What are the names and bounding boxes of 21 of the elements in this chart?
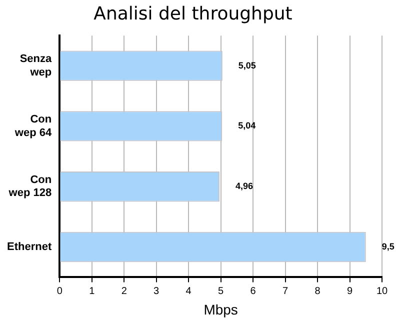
data-label: 9,5 [382,241,394,252]
data-label: 5,05 [238,60,256,70]
x-tick-label: 7 [282,286,289,297]
x-tick-label: 1 [89,286,96,297]
x-tick-label: 5 [218,286,224,297]
x-tick-label: 4 [186,286,192,297]
x-tick-label: 8 [314,286,321,297]
x-tick-label: 9 [346,286,353,297]
x-tick-label: 10 [376,286,388,297]
x-tick-label: 0 [56,286,63,297]
y-tick-label: Con wep 128 [8,174,52,200]
y-tick-label: Ethernet [6,241,52,254]
x-tick-label: 6 [250,286,256,297]
y-tick-label: Senza wep [20,53,52,78]
chart-title: Analisi del throughput [94,3,292,24]
x-axis-title: Mbps [204,301,238,318]
y-tick-label: Con wep 64 [14,114,52,139]
data-label: 5,04 [238,120,256,131]
x-tick-label: 2 [121,286,128,297]
x-tick-label: 3 [154,286,160,297]
data-label: 4,96 [236,181,254,192]
